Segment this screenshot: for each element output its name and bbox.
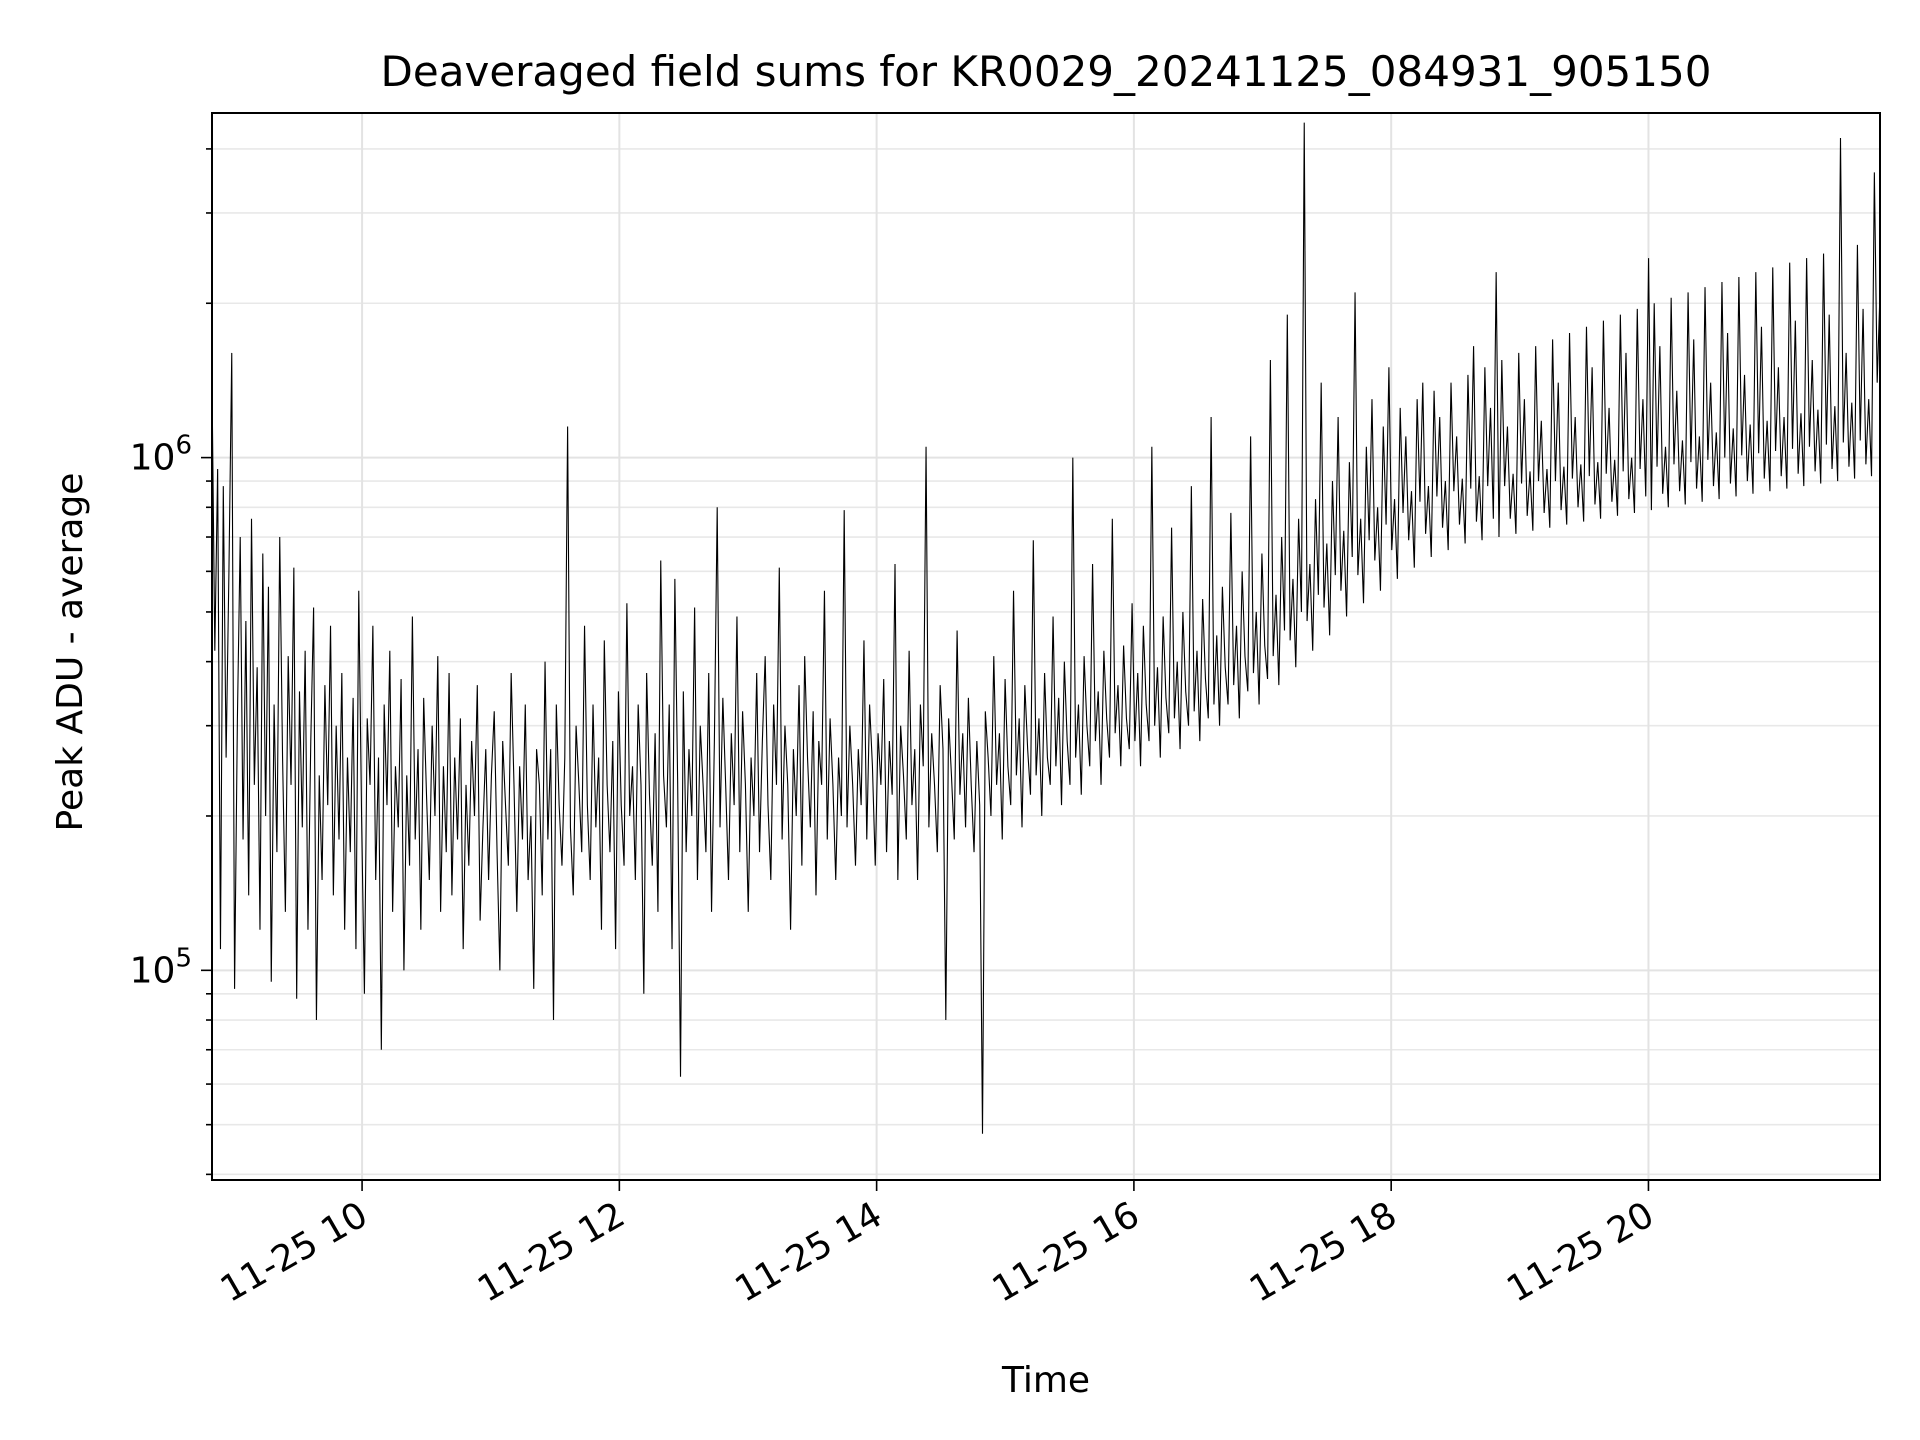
minor-gridlines xyxy=(212,148,1880,1176)
chart-title: Deaveraged field sums for KR0029_2024112… xyxy=(381,47,1712,96)
x-axis-label: Time xyxy=(1001,1360,1090,1401)
y-axis: 105 106 xyxy=(130,148,212,1176)
series-line-1 xyxy=(211,122,1881,1134)
series-layer xyxy=(211,122,1881,1134)
y-axis-label: Peak ADU - average xyxy=(50,473,91,832)
y-tick-label: 106 xyxy=(130,431,192,479)
y-tick-label: 105 xyxy=(130,943,192,991)
plot-frame xyxy=(211,112,1881,1181)
